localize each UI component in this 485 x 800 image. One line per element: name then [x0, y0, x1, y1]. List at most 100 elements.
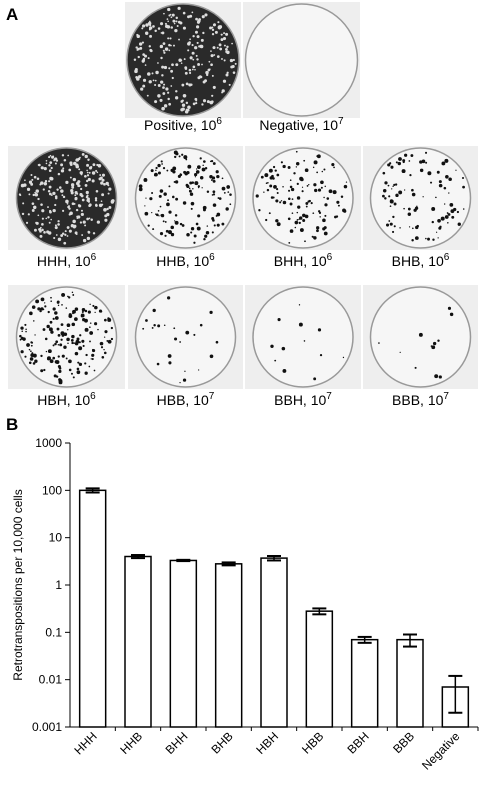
plate-label-text: Positive, 10	[144, 117, 217, 133]
colony	[188, 187, 191, 190]
colony	[168, 361, 172, 365]
colony	[217, 21, 220, 24]
colony	[299, 176, 304, 181]
colony	[414, 236, 419, 240]
colony	[28, 348, 31, 351]
colony	[191, 11, 194, 14]
bar	[260, 557, 288, 728]
colony	[84, 154, 88, 159]
colony	[54, 360, 59, 364]
colony	[178, 38, 180, 41]
colony	[44, 179, 48, 183]
colony	[95, 204, 98, 207]
colony	[46, 324, 50, 329]
colony	[159, 98, 163, 102]
colony	[210, 54, 214, 58]
colony	[202, 160, 206, 163]
colony	[168, 43, 171, 47]
colony	[193, 234, 197, 238]
colony	[202, 164, 204, 167]
colony	[49, 154, 52, 157]
colony	[282, 164, 286, 169]
colony	[22, 202, 25, 205]
colony	[215, 214, 218, 217]
colony	[165, 24, 169, 28]
colony	[152, 79, 155, 82]
colony	[447, 306, 452, 310]
y-tick-label: 0.001	[32, 720, 62, 734]
colony	[176, 24, 179, 27]
colony	[159, 189, 164, 193]
colony	[90, 358, 92, 360]
colony	[195, 25, 200, 29]
colony	[198, 18, 201, 21]
colony	[393, 225, 396, 228]
colony	[52, 208, 56, 213]
colony	[322, 218, 326, 223]
colony	[196, 35, 200, 39]
colony	[65, 307, 68, 309]
colony	[304, 240, 306, 243]
colony	[183, 155, 188, 160]
colony	[430, 181, 433, 184]
colony	[225, 73, 229, 77]
colony	[209, 310, 213, 315]
colony	[157, 27, 161, 30]
colony	[192, 187, 194, 190]
colony	[47, 189, 51, 193]
colony	[201, 187, 203, 189]
bar	[124, 555, 152, 728]
colony	[48, 185, 52, 189]
colony	[141, 41, 145, 44]
plate-label: HBB, 107	[157, 391, 215, 408]
plate-label-text: BBB, 10	[392, 392, 444, 408]
colony	[133, 58, 137, 61]
colony	[101, 173, 106, 177]
colony	[322, 227, 326, 231]
colony	[227, 191, 230, 193]
colony	[82, 320, 84, 322]
colony	[81, 152, 85, 156]
colony	[320, 180, 324, 185]
colony	[157, 210, 160, 212]
colony	[301, 190, 304, 193]
x-tick-label: HBB	[299, 729, 326, 756]
colony	[18, 193, 21, 196]
colony	[164, 221, 167, 223]
colony	[302, 213, 306, 218]
colony	[163, 51, 166, 54]
colony	[444, 215, 449, 219]
colony	[39, 183, 42, 186]
colony	[297, 205, 301, 209]
colony	[91, 348, 96, 353]
colony	[414, 366, 417, 369]
colony	[427, 237, 430, 241]
x-tick-label: BHH	[163, 729, 191, 757]
colony	[291, 198, 294, 201]
colony	[54, 224, 57, 227]
x-tick-label: BBB	[390, 729, 417, 756]
colony	[185, 330, 190, 335]
colony	[56, 300, 60, 304]
plate-label-exponent: 7	[326, 391, 332, 402]
colony	[175, 96, 179, 100]
error-bar	[221, 561, 236, 567]
colony	[413, 208, 417, 212]
colony	[90, 166, 93, 169]
colony	[66, 226, 70, 229]
colony	[80, 194, 84, 198]
colony	[72, 225, 76, 229]
colony	[321, 170, 324, 173]
colony	[182, 11, 186, 15]
error-bar	[403, 633, 417, 648]
colony	[41, 217, 44, 220]
colony	[440, 216, 445, 221]
colony	[180, 59, 183, 62]
colony	[167, 7, 171, 12]
colony	[232, 71, 236, 74]
colony	[99, 341, 104, 346]
colony	[184, 110, 189, 114]
colony	[47, 216, 50, 219]
colony	[142, 57, 146, 61]
colony	[164, 47, 169, 51]
